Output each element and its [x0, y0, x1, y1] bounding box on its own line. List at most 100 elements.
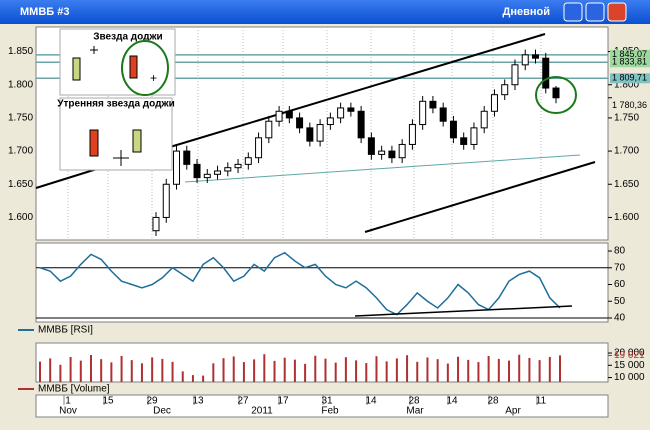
candle-body [265, 120, 273, 139]
pattern-candle [89, 129, 99, 157]
y-tick-label: 40 [614, 313, 626, 324]
title-bar [0, 0, 650, 24]
y-tick-label: 15 000 [614, 360, 645, 371]
y-tick-label-left: 1.600 [8, 212, 33, 223]
x-day-label: 11 [536, 396, 547, 407]
level-label: 1 833,81 [612, 57, 647, 67]
volume-bar [151, 357, 154, 382]
candle-body [419, 100, 427, 126]
volume-bar [273, 360, 276, 382]
y-tick-label: 1.700 [614, 146, 639, 157]
volume-bar [518, 354, 521, 382]
highlight-circle [535, 76, 577, 114]
volume-bar [130, 360, 133, 382]
volume-bar [528, 357, 531, 382]
volume-bar [253, 359, 256, 382]
candle-body [224, 167, 232, 172]
volume-bar [39, 361, 41, 382]
rsi-trend [354, 305, 573, 317]
volume-bar [457, 356, 460, 382]
x-day-label: 17 [277, 396, 289, 407]
volume-bar [395, 358, 398, 382]
x-day-label: 14 [446, 396, 458, 407]
x-day-label: 14 [365, 396, 377, 407]
x-day-label: 28 [408, 396, 420, 407]
close-button[interactable] [607, 2, 627, 22]
x-axis [35, 394, 609, 418]
volume-bar [283, 357, 286, 382]
legend-label: ММВБ [RSI] [38, 325, 93, 336]
annotation-title: Утренняя звезда доджи [57, 99, 174, 110]
volume-bar [365, 363, 368, 382]
candle-body [470, 127, 478, 145]
x-day-label: 29 [146, 396, 158, 407]
candle-body [173, 150, 181, 185]
x-month-label: Feb [321, 406, 339, 417]
rsi-line [39, 251, 561, 316]
candle-body [388, 150, 396, 159]
volume-bar [304, 363, 307, 382]
candle-body [214, 170, 222, 175]
candle-body [511, 64, 519, 86]
minimize-button[interactable] [563, 2, 583, 22]
candle-body [316, 124, 324, 142]
y-tick-label-left: 1.750 [8, 113, 33, 124]
volume-bar [548, 356, 551, 382]
candle-body [542, 57, 550, 89]
x-day-label: 15 [102, 396, 114, 407]
candle-body [183, 150, 191, 165]
y-tick-label: 1.800 [614, 79, 639, 90]
volume-bar [406, 355, 409, 382]
candle-body [501, 84, 509, 96]
pattern-candle [72, 57, 81, 81]
pattern-candle [129, 55, 138, 79]
x-month-label: 2011 [251, 406, 273, 417]
volume-bar [375, 356, 378, 382]
x-month-label: Nov [59, 406, 77, 417]
y-tick-label: 70 [614, 262, 626, 273]
volume-bar [477, 362, 480, 382]
last-label: 19 021 [614, 350, 645, 361]
candle-body [398, 143, 406, 159]
last-label: 1 780,36 [612, 100, 647, 110]
candle-body [439, 107, 447, 122]
volume-bar [69, 356, 72, 382]
x-day-label: 27 [237, 396, 249, 407]
volume-bar [59, 364, 62, 382]
level-tag [610, 57, 650, 68]
candle-body [255, 137, 263, 159]
candle-body [552, 87, 560, 99]
volume-bar [355, 360, 358, 382]
volume-bar [344, 357, 347, 382]
volume-bar [487, 355, 490, 382]
annotation-title: Звезда доджи [93, 32, 162, 43]
trend-line [35, 167, 101, 189]
pattern-candle [132, 129, 142, 153]
volume-bar [222, 358, 225, 382]
candle-body [367, 137, 375, 155]
candle-body [326, 117, 334, 126]
maximize-button[interactable] [585, 2, 605, 22]
volume-bar [314, 355, 317, 382]
level-label: 1 845,07 [612, 49, 647, 59]
y-tick-label: 20 000 [614, 348, 645, 359]
level-tag [610, 73, 650, 84]
y-tick-label: 60 [614, 279, 626, 290]
volume-bar [100, 359, 103, 382]
trend-line [184, 154, 581, 183]
volume-bar [508, 360, 511, 382]
volume-bar [467, 359, 470, 382]
volume-bar [293, 359, 296, 382]
candle-body [306, 127, 314, 142]
volume-bar [538, 360, 541, 382]
volume-bar [181, 371, 184, 382]
volume-bar [212, 363, 215, 382]
volume-bar [140, 363, 143, 382]
volume-bar [120, 355, 123, 382]
volume-bar [559, 355, 561, 382]
highlight-circle [121, 40, 169, 96]
volume-bar [242, 362, 245, 382]
volume-bar [171, 361, 174, 382]
timeframe[interactable]: Дневной [503, 6, 551, 18]
